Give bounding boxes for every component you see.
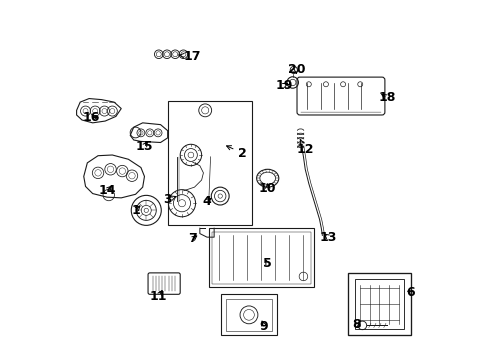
Text: 7: 7 — [188, 233, 197, 246]
Text: 15: 15 — [136, 140, 153, 153]
Text: 12: 12 — [296, 140, 313, 156]
Text: 16: 16 — [82, 111, 100, 124]
Bar — [208, 228, 313, 287]
Text: 17: 17 — [178, 50, 201, 63]
Text: 4: 4 — [202, 195, 211, 208]
Text: 5: 5 — [263, 257, 271, 270]
Text: 1: 1 — [131, 204, 140, 217]
Text: 9: 9 — [259, 320, 268, 333]
Text: 3: 3 — [163, 193, 175, 206]
Text: 6: 6 — [406, 286, 414, 299]
Text: 11: 11 — [150, 289, 167, 303]
Text: 14: 14 — [98, 184, 116, 197]
Bar — [225, 298, 272, 331]
Bar — [347, 273, 410, 336]
Text: 13: 13 — [319, 231, 336, 244]
Bar — [167, 102, 251, 225]
Text: 10: 10 — [259, 183, 276, 195]
Bar — [354, 279, 404, 329]
Bar — [221, 294, 276, 336]
Bar — [212, 232, 310, 284]
Text: 8: 8 — [352, 318, 361, 331]
Text: 19: 19 — [275, 79, 292, 92]
Text: 2: 2 — [226, 146, 246, 160]
Text: 18: 18 — [378, 91, 395, 104]
Text: 20: 20 — [287, 63, 305, 76]
